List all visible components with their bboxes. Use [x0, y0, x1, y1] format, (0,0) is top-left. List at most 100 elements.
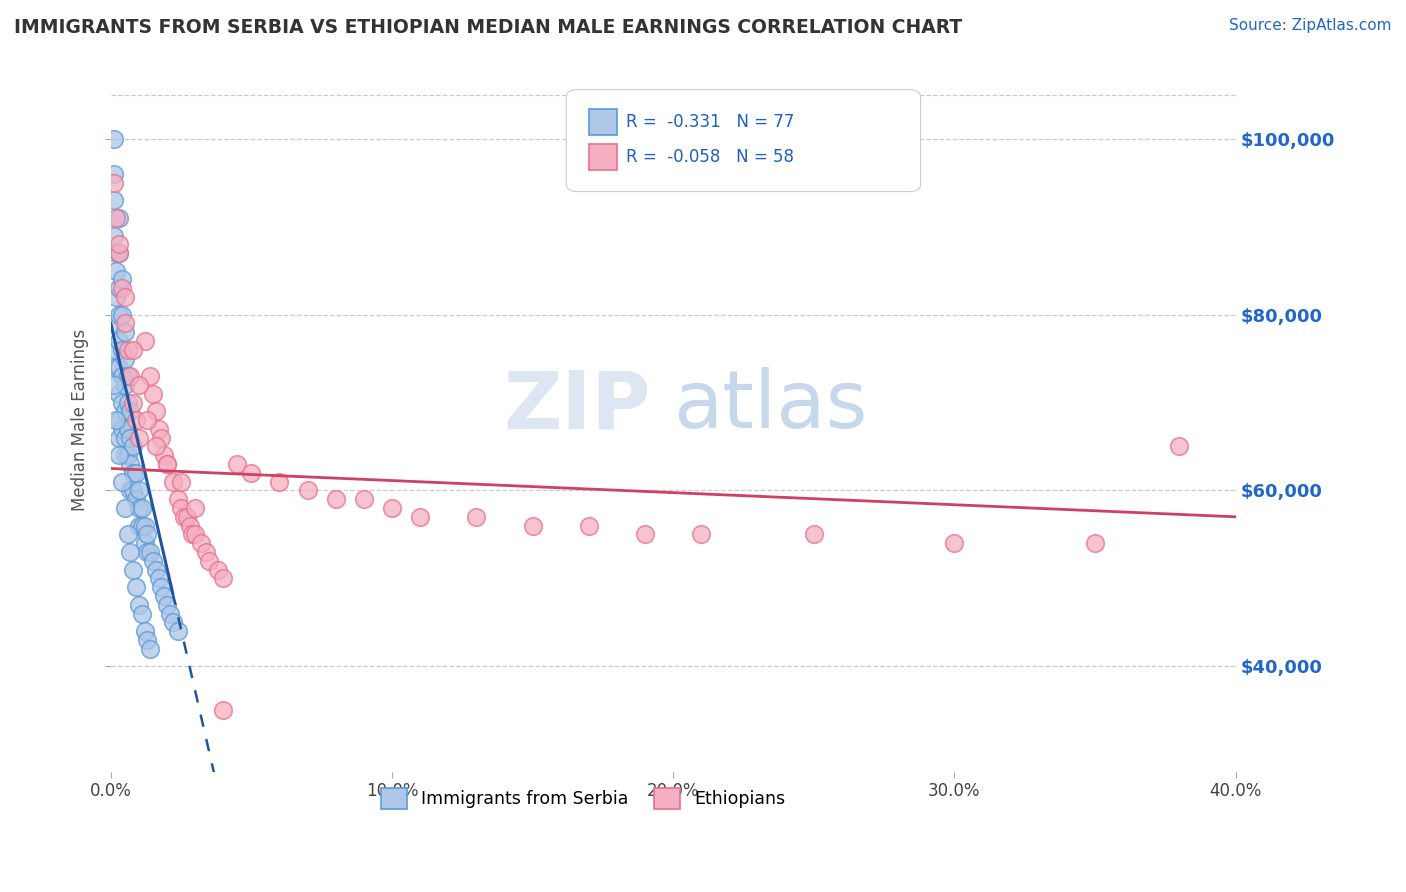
Point	[128, 598, 150, 612]
Legend: Immigrants from Serbia, Ethiopians: Immigrants from Serbia, Ethiopians	[374, 780, 793, 816]
Point	[139, 641, 162, 656]
Point	[128, 518, 150, 533]
Point	[120, 404, 142, 418]
Point	[108, 413, 131, 427]
Point	[117, 369, 139, 384]
Point	[134, 624, 156, 638]
Point	[105, 246, 128, 260]
Point	[150, 580, 173, 594]
Point	[690, 527, 713, 541]
Point	[103, 176, 125, 190]
Point	[207, 563, 229, 577]
Point	[162, 615, 184, 630]
Point	[122, 343, 145, 357]
Point	[122, 440, 145, 454]
Point	[170, 501, 193, 516]
Point	[111, 369, 134, 384]
Point	[142, 386, 165, 401]
Point	[125, 413, 148, 427]
Point	[184, 527, 207, 541]
Point	[195, 545, 218, 559]
Point	[148, 422, 170, 436]
Point	[114, 317, 136, 331]
Point	[145, 440, 167, 454]
Point	[634, 527, 657, 541]
Point	[240, 466, 263, 480]
Point	[105, 317, 128, 331]
Point	[1084, 536, 1107, 550]
Point	[578, 518, 600, 533]
Point	[167, 624, 190, 638]
Point	[120, 483, 142, 498]
Point	[212, 703, 235, 717]
Point	[136, 413, 159, 427]
Point	[128, 431, 150, 445]
Point	[128, 483, 150, 498]
Point	[108, 211, 131, 225]
Point	[111, 422, 134, 436]
Point	[114, 325, 136, 339]
Point	[111, 343, 134, 357]
Point	[111, 308, 134, 322]
Point	[325, 492, 347, 507]
Point	[522, 518, 544, 533]
Point	[105, 343, 128, 357]
Point	[125, 466, 148, 480]
Point	[139, 545, 162, 559]
Point	[108, 431, 131, 445]
Point	[114, 290, 136, 304]
Point	[125, 492, 148, 507]
Point	[105, 263, 128, 277]
Point	[117, 395, 139, 409]
Text: Source: ZipAtlas.com: Source: ZipAtlas.com	[1229, 18, 1392, 33]
Point	[117, 422, 139, 436]
Point	[409, 509, 432, 524]
Point	[159, 607, 181, 621]
Point	[122, 483, 145, 498]
Point	[181, 527, 204, 541]
Point	[131, 607, 153, 621]
Point	[173, 509, 195, 524]
Text: R =  -0.058   N = 58: R = -0.058 N = 58	[626, 148, 794, 166]
Point	[103, 228, 125, 243]
Point	[943, 536, 966, 550]
Point	[120, 369, 142, 384]
Point	[170, 475, 193, 489]
Point	[117, 343, 139, 357]
Point	[148, 571, 170, 585]
Point	[114, 351, 136, 366]
Point	[156, 598, 179, 612]
Point	[803, 527, 825, 541]
Point	[111, 281, 134, 295]
Point	[120, 431, 142, 445]
FancyBboxPatch shape	[567, 89, 921, 192]
Point	[153, 589, 176, 603]
Point	[128, 378, 150, 392]
Point	[134, 334, 156, 348]
Point	[125, 580, 148, 594]
Point	[105, 290, 128, 304]
Point	[156, 457, 179, 471]
Point	[353, 492, 375, 507]
Point	[103, 132, 125, 146]
Point	[1168, 440, 1191, 454]
Point	[153, 448, 176, 462]
Point	[134, 518, 156, 533]
Point	[108, 281, 131, 295]
Point	[167, 492, 190, 507]
Point	[131, 501, 153, 516]
Point	[114, 378, 136, 392]
Point	[108, 246, 131, 260]
Point	[179, 518, 201, 533]
Text: ZIP: ZIP	[503, 368, 651, 445]
Point	[108, 360, 131, 375]
Point	[111, 272, 134, 286]
Point	[103, 194, 125, 208]
Point	[150, 431, 173, 445]
Point	[156, 457, 179, 471]
Point	[114, 501, 136, 516]
Point	[226, 457, 249, 471]
Text: atlas: atlas	[673, 368, 868, 445]
Point	[108, 386, 131, 401]
Point	[108, 334, 131, 348]
